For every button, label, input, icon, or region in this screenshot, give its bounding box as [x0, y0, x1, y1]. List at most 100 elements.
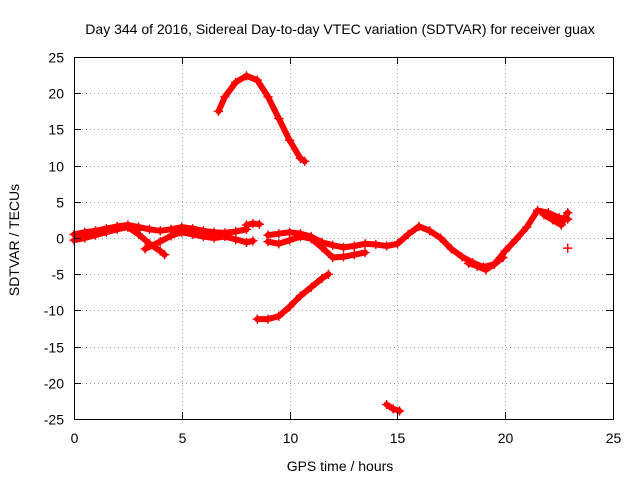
series-arc-end	[541, 209, 571, 228]
x-tick-label: 20	[498, 430, 514, 446]
data-point	[241, 220, 252, 230]
data-point	[284, 235, 295, 245]
data-point	[159, 249, 170, 260]
data-point	[500, 246, 510, 256]
data-point	[381, 241, 392, 251]
data-point	[213, 106, 224, 117]
y-tick-labels: -25 -20 -15 -10 -5 0 5 10 15 20 25	[44, 50, 64, 428]
data-point	[274, 239, 284, 249]
data-point	[349, 249, 360, 260]
data-point	[349, 241, 360, 251]
data-point	[140, 244, 150, 254]
data-point	[360, 239, 370, 249]
y-tick-label: -20	[44, 376, 64, 392]
series-arc-mid	[142, 229, 256, 252]
plot-frame	[74, 57, 614, 420]
data-point	[360, 247, 370, 258]
data-point	[547, 215, 558, 225]
data-point	[539, 210, 549, 220]
y-tick-label: 25	[48, 50, 64, 66]
y-tick-label: 5	[56, 195, 64, 211]
data-point	[481, 265, 491, 275]
series-arc-cont-b	[265, 233, 369, 261]
data-point	[414, 221, 424, 232]
data-point	[241, 71, 252, 81]
data-point	[392, 239, 403, 249]
data-point	[388, 404, 398, 414]
data-point	[241, 237, 252, 248]
data-point	[263, 92, 273, 102]
data-point	[252, 75, 263, 85]
data-point	[263, 236, 273, 247]
data-point	[248, 236, 258, 246]
data-point	[323, 269, 334, 279]
y-axis-label: SDTVAR / TECUs	[6, 184, 22, 296]
data-point	[562, 207, 573, 218]
data-point	[166, 231, 176, 241]
data-point	[155, 236, 165, 247]
data-point	[306, 233, 316, 244]
data-point	[424, 226, 435, 236]
data-point	[187, 229, 198, 240]
data-point	[522, 222, 532, 232]
y-tick-label: -5	[52, 267, 65, 283]
y-tick-label: -10	[44, 303, 64, 319]
data-point	[327, 252, 338, 263]
data-point	[498, 252, 508, 263]
data-point	[209, 233, 219, 243]
y-tick-label: -25	[44, 412, 64, 428]
data-point	[299, 156, 310, 167]
chart-title: Day 344 of 2016, Sidereal Day-to-day VTE…	[85, 21, 594, 37]
data-point	[327, 240, 338, 250]
data-point	[489, 259, 500, 269]
data-point	[472, 261, 482, 271]
data-point	[220, 92, 230, 102]
x-tick-label: 5	[179, 430, 187, 446]
data-point	[254, 219, 265, 229]
data-point	[230, 77, 241, 88]
data-point	[263, 314, 273, 324]
data-point	[403, 229, 413, 240]
data-point	[306, 282, 316, 292]
data-point	[123, 222, 133, 232]
x-axis-label: GPS time / hours	[287, 458, 394, 474]
data-point	[274, 311, 284, 321]
data-point	[90, 230, 101, 240]
data-point	[381, 399, 392, 410]
data-point	[556, 220, 567, 230]
data-point	[446, 244, 457, 254]
data-point	[435, 233, 446, 243]
axis-ticks	[74, 57, 614, 420]
data-point	[155, 226, 165, 236]
data-point	[112, 224, 122, 235]
data-series	[69, 71, 573, 416]
grid	[74, 57, 613, 419]
data-point	[394, 406, 405, 416]
data-point	[295, 231, 306, 242]
x-tick-label: 25	[606, 430, 622, 446]
data-point	[463, 258, 474, 269]
data-point	[284, 302, 295, 312]
data-point	[511, 234, 521, 245]
data-point	[457, 252, 467, 262]
data-point	[133, 229, 144, 240]
series-arc-high	[215, 72, 308, 165]
x-tick-label: 15	[390, 430, 406, 446]
data-point	[371, 239, 381, 250]
y-tick-label: 0	[56, 231, 64, 247]
data-point	[317, 242, 327, 253]
data-point	[295, 291, 306, 301]
data-point	[562, 243, 573, 253]
data-point	[230, 234, 241, 245]
x-tick-label: 0	[71, 430, 79, 446]
series-arc-low	[254, 271, 332, 323]
data-point	[532, 205, 543, 216]
data-point	[101, 227, 112, 237]
y-tick-label: 10	[48, 159, 64, 175]
data-point	[274, 113, 284, 124]
data-point	[144, 224, 155, 235]
data-point	[338, 242, 349, 253]
data-point	[317, 273, 327, 284]
data-point	[155, 246, 165, 256]
